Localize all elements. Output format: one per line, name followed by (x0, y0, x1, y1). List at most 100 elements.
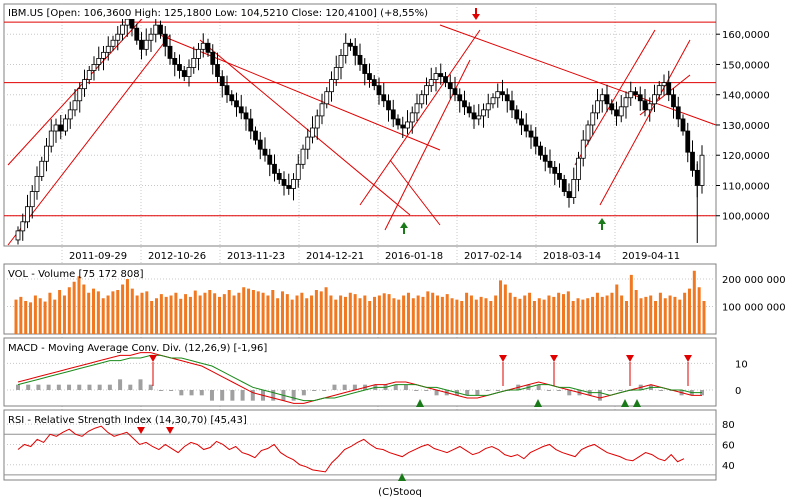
trend-channel-line (359, 29, 481, 206)
candle-up (115, 33, 121, 41)
macd-buy-marker (621, 399, 629, 407)
candle-up (105, 45, 111, 53)
candle-down (376, 85, 382, 96)
date-tick-label: 2018-03-14 (543, 251, 601, 262)
candle-up (96, 58, 102, 65)
candle-up (72, 100, 78, 111)
volume-bar (29, 302, 33, 334)
volume-bar (382, 293, 386, 334)
volume-bar (426, 291, 430, 334)
candle-down (542, 154, 548, 162)
candle-down (675, 106, 681, 120)
volume-bar (193, 290, 197, 334)
volume-bar (145, 291, 149, 334)
rsi-signal-markers (137, 427, 406, 481)
candle-down (443, 76, 448, 84)
macd-lines (17, 352, 702, 404)
candle-up (86, 70, 92, 80)
volume-bar (547, 295, 551, 334)
candle-up (153, 24, 159, 35)
candle-down (447, 82, 453, 90)
volume-bar (232, 295, 236, 334)
macd-histogram-bar (414, 390, 419, 391)
candle-up (485, 103, 491, 111)
candle-down (666, 82, 672, 96)
price-y-axis: 100,0000 110,0000 120,0000 130,0000 140,0000… (716, 30, 770, 223)
volume-bar (48, 292, 52, 334)
volume-bar (634, 290, 638, 334)
volume-bar (683, 292, 687, 334)
volume-bar (324, 287, 328, 334)
date-tick-label: 2014-12-21 (306, 251, 364, 262)
volume-bar (135, 295, 139, 334)
date-tick-label: 2011-09-29 (69, 251, 127, 262)
volume-bar (150, 301, 154, 334)
candle-down (609, 103, 615, 111)
volume-bar (624, 301, 628, 334)
volume-bar (673, 296, 677, 334)
candle-down (253, 130, 258, 141)
volume-bar (203, 292, 207, 334)
volume-bar (314, 290, 318, 334)
buy-arrow-icon (598, 218, 606, 224)
macd-panel: MACD - Moving Average Conv. Div. (12,26,… (3, 337, 748, 407)
candle-down (561, 179, 567, 192)
volume-tick-label: 200 000 000 (722, 275, 786, 286)
buy-arrow-icon (400, 222, 408, 228)
candle-down (181, 70, 187, 77)
candle-up (310, 127, 315, 138)
candle-up (338, 54, 344, 68)
candle-down (205, 42, 211, 53)
macd-histogram-bar (46, 384, 51, 390)
macd-histogram-bar (199, 390, 204, 396)
volume-bar (319, 291, 323, 334)
candle-down (519, 118, 524, 126)
volume-y-axis: 100 000 000 200 000 000 (722, 275, 786, 314)
rsi-y-axis: 40 60 80 (722, 420, 735, 472)
volume-bar (87, 292, 91, 334)
candle-down (276, 172, 282, 180)
candle-up (305, 136, 311, 150)
candle-up (314, 115, 320, 129)
candle-down (367, 73, 372, 80)
macd-histogram-bar (495, 390, 500, 391)
volume-bar (639, 298, 643, 334)
macd-histogram-bar (87, 384, 92, 390)
volume-bar (411, 298, 415, 334)
volume-bar (406, 292, 410, 334)
volume-bar (174, 292, 178, 334)
volume-bar (169, 295, 173, 334)
volume-bar (358, 298, 362, 334)
candle-up (101, 51, 106, 59)
volume-bar (658, 292, 662, 334)
price-candles (15, 9, 705, 245)
candle-up (25, 206, 30, 223)
trend-channel-line (599, 39, 691, 206)
volume-bar (271, 290, 275, 334)
candle-up (295, 163, 301, 180)
volume-bar (591, 296, 595, 334)
volume-bar (649, 295, 653, 334)
volume-bar (353, 294, 357, 334)
volume-bar (251, 290, 255, 334)
candle-down (58, 124, 64, 132)
candle-up (67, 109, 73, 120)
candle-up (143, 39, 149, 50)
volume-bar (106, 295, 110, 334)
volume-bar (445, 294, 449, 334)
candle-up (44, 145, 49, 162)
volume-bar (489, 301, 493, 334)
candle-up (343, 42, 349, 56)
trend-channel-line (7, 9, 151, 166)
candle-up (699, 154, 705, 186)
rsi-sell-marker (137, 427, 145, 434)
rsi-sell-marker (166, 427, 174, 434)
volume-bar (19, 296, 23, 334)
candle-up (414, 103, 420, 114)
volume-bar (668, 295, 672, 334)
volume-bar (600, 296, 604, 334)
candle-down (224, 85, 230, 96)
candle-up (661, 82, 667, 87)
volume-bar (528, 292, 532, 334)
